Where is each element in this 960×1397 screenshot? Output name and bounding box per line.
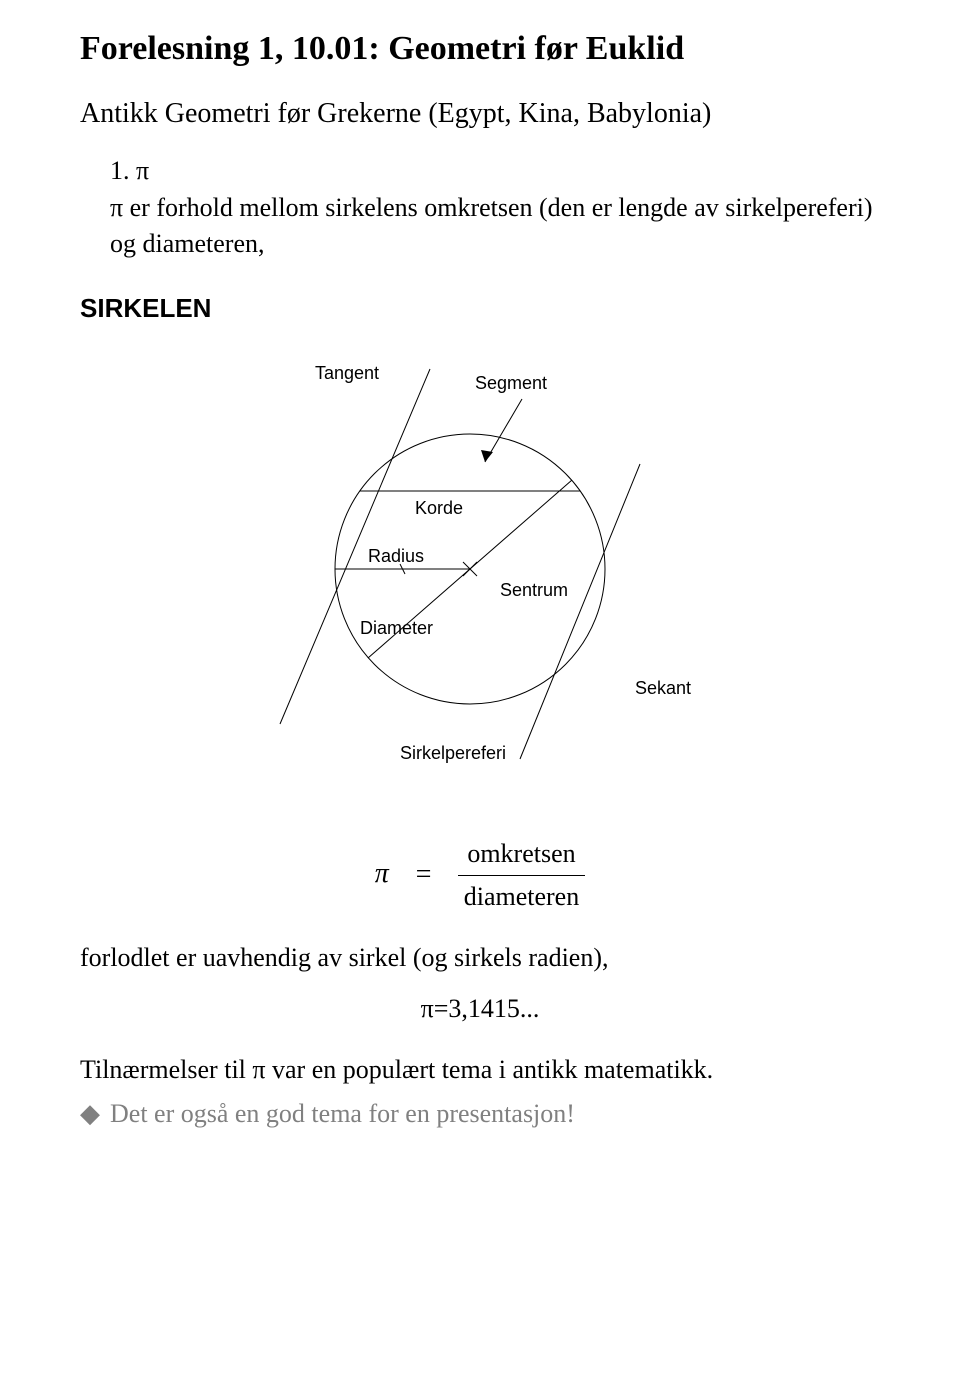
pi-value: π=3,1415...	[80, 994, 880, 1024]
circle-diagram-container: Tangent Segment Korde Radius Sentrum Dia…	[80, 334, 880, 809]
pi-formula: π = omkretsen diameteren	[80, 839, 880, 912]
bullet-presentation: ◆Det er også en god tema for en presenta…	[80, 1099, 880, 1129]
formula-denominator: diameteren	[458, 875, 586, 912]
formula-fraction: omkretsen diameteren	[458, 839, 586, 912]
diagram-label-radius: Radius	[368, 546, 424, 566]
diagram-label-segment: Segment	[475, 373, 547, 393]
formula-lhs: π	[375, 858, 389, 889]
paragraph-forlodlet: forlodlet er uavhendig av sirkel (og sir…	[80, 940, 880, 976]
page-subtitle: Antikk Geometri før Grekerne (Egypt, Kin…	[80, 98, 880, 130]
list-item-body: π er forhold mellom sirkelens omkretsen …	[80, 190, 880, 263]
formula-equals: =	[396, 859, 451, 891]
formula-numerator: omkretsen	[458, 839, 586, 875]
diagram-label-sirkelpereferi: Sirkelpereferi	[400, 743, 506, 763]
diagram-label-tangent: Tangent	[315, 363, 379, 383]
paragraph-tilnaermelser: Tilnærmelser til π var en populært tema …	[80, 1052, 880, 1088]
diamond-icon: ◆	[80, 1099, 110, 1128]
sirkelen-heading: SIRKELEN	[80, 293, 880, 324]
diagram-label-sentrum: Sentrum	[500, 580, 568, 600]
diagram-label-diameter: Diameter	[360, 618, 433, 638]
list-item-number: 1. π	[80, 156, 880, 186]
diagram-label-korde: Korde	[415, 498, 463, 518]
bullet-text: Det er også en god tema for en presentas…	[110, 1099, 575, 1128]
diagram-label-sekant: Sekant	[635, 678, 691, 698]
circle-diagram: Tangent Segment Korde Radius Sentrum Dia…	[220, 334, 740, 804]
page: Forelesning 1, 10.01: Geometri før Eukli…	[0, 0, 960, 1397]
page-title: Forelesning 1, 10.01: Geometri før Eukli…	[80, 30, 880, 68]
